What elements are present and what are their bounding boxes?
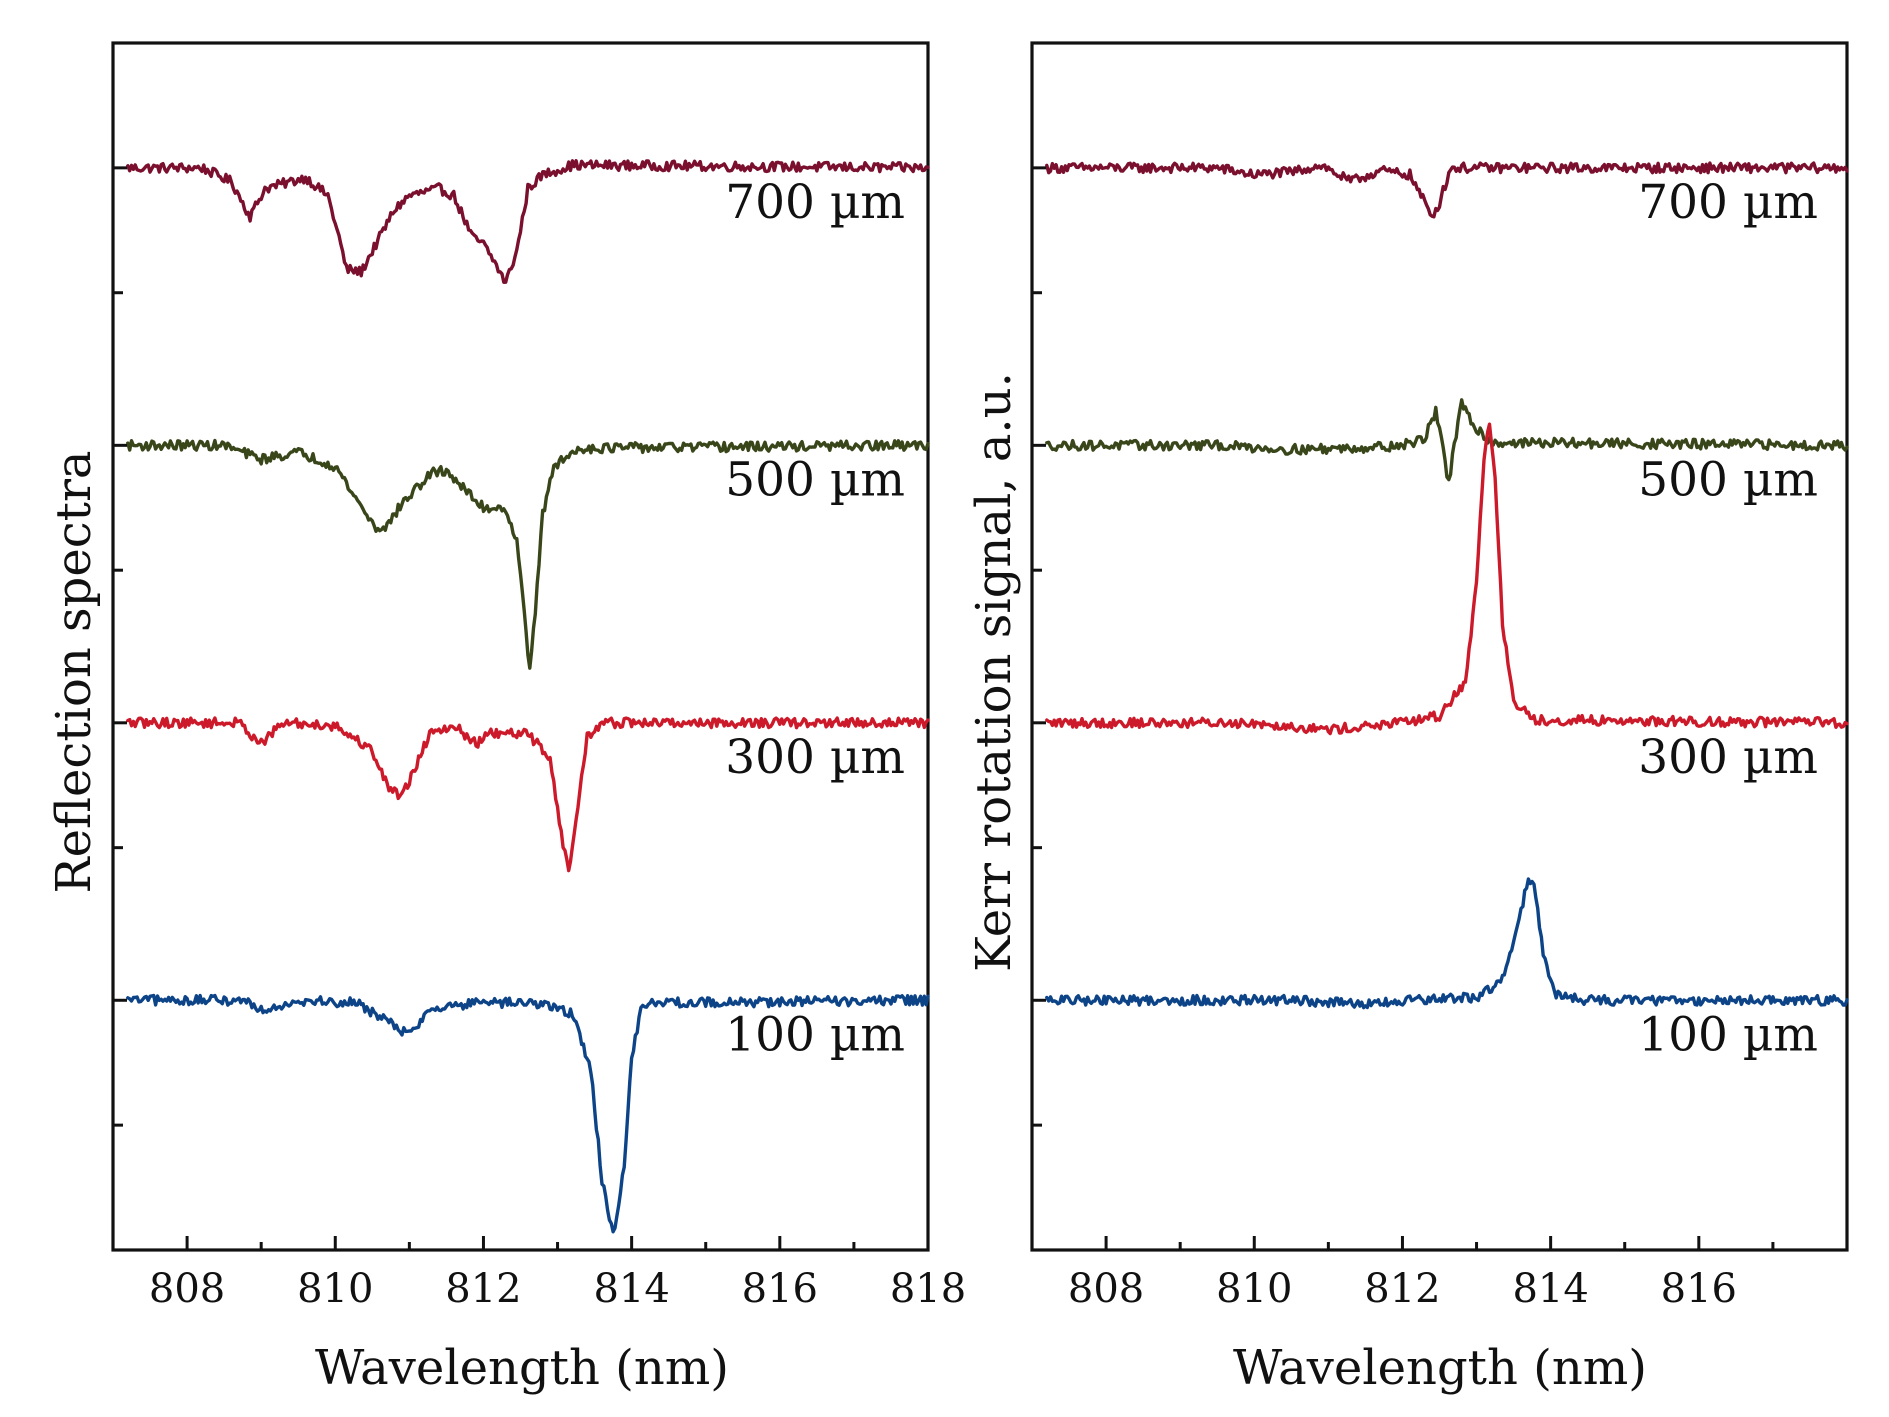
right-series-label: 500 µm: [1638, 452, 1818, 507]
right-x-axis-label: Wavelength (nm): [1233, 1340, 1647, 1396]
right-series-label: 700 µm: [1638, 175, 1818, 230]
right-series-line: [1045, 877, 1849, 1010]
left-series-label: 700 µm: [725, 175, 905, 230]
right-series-line: [1045, 422, 1849, 736]
right-x-tick-label: 808: [1068, 1266, 1144, 1312]
left-x-tick-label: 812: [445, 1266, 521, 1312]
right-series-line: [1045, 161, 1849, 219]
left-series-line: [126, 438, 930, 670]
right-series-label: 100 µm: [1638, 1007, 1818, 1062]
left-series-line: [126, 716, 930, 873]
right-x-tick-label: 814: [1512, 1266, 1588, 1312]
left-series-line: [126, 993, 930, 1234]
right-x-tick-label: 812: [1364, 1266, 1440, 1312]
right-x-tick-label: 816: [1661, 1266, 1737, 1312]
left-series-label: 300 µm: [725, 730, 905, 785]
right-panel-kerr-rotation: Kerr rotation signal, a.u. Wavelength (n…: [966, 41, 1849, 1396]
left-y-axis-label: Reflection spectra: [46, 450, 102, 893]
left-x-tick-label: 814: [593, 1266, 669, 1312]
left-x-tick-label: 808: [149, 1266, 225, 1312]
right-x-tick-label: 810: [1216, 1266, 1292, 1312]
left-x-tick-label: 810: [297, 1266, 373, 1312]
right-series-label: 300 µm: [1638, 730, 1818, 785]
left-x-tick-label: 818: [890, 1266, 966, 1312]
left-series-label: 100 µm: [725, 1007, 905, 1062]
right-y-axis-label: Kerr rotation signal, a.u.: [966, 372, 1022, 972]
left-panel-reflection: Reflection spectra Wavelength (nm) 808 81…: [46, 41, 966, 1396]
right-plot-frame: [1030, 41, 1849, 1252]
left-series-label: 500 µm: [725, 452, 905, 507]
left-x-axis-label: Wavelength (nm): [315, 1340, 729, 1396]
right-series-line: [1045, 398, 1849, 482]
left-plot-frame: [111, 41, 930, 1252]
left-series-line: [126, 159, 930, 284]
left-x-tick-label: 816: [742, 1266, 818, 1312]
